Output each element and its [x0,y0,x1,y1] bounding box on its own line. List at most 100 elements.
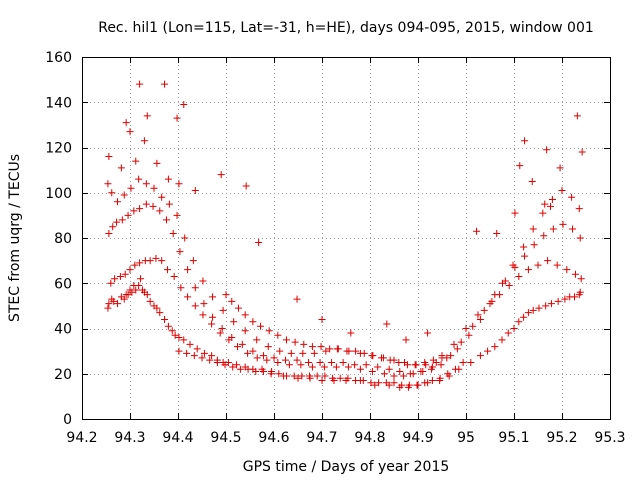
data-point [573,112,581,120]
data-point [190,352,198,360]
data-point [467,358,475,366]
data-point [535,304,543,312]
x-tick-label: 95 [457,430,475,446]
y-tick-label: 140 [45,95,72,111]
data-point [158,257,166,265]
data-point [186,340,194,348]
y-tick-label: 60 [54,276,72,292]
data-point [136,259,144,267]
data-point [493,229,501,237]
data-point [216,329,224,337]
data-point [191,186,199,194]
data-point [244,349,252,357]
data-point [209,313,217,321]
data-point [183,349,191,357]
data-point [156,207,164,215]
data-point [306,372,314,380]
data-point [177,284,185,292]
data-point [164,322,172,330]
data-point [520,243,528,251]
data-point [165,200,173,208]
data-point [241,327,249,335]
data-point [429,356,437,364]
data-point [270,354,278,362]
data-point [412,361,420,369]
data-point [176,248,184,256]
data-point [343,347,351,355]
data-point [577,275,585,283]
data-point [529,225,537,233]
data-point [451,365,459,373]
data-point [511,209,519,217]
data-point [263,356,271,364]
data-point [390,372,398,380]
data-point [371,381,379,389]
data-point [344,374,352,382]
data-point [329,374,337,382]
data-point [509,261,517,269]
x-tick-label: 95.3 [594,430,625,446]
y-tick-label: 20 [54,367,72,383]
data-point [515,272,523,280]
data-point [549,225,557,233]
data-point [541,200,549,208]
data-point [417,367,425,375]
data-point [181,234,189,242]
data-point [444,370,452,378]
data-point [118,216,126,224]
data-point [395,358,403,366]
data-point [222,291,230,299]
data-point [360,349,368,357]
data-point [450,340,458,348]
data-point [163,266,171,274]
data-point [158,193,166,201]
data-point [274,358,282,366]
data-point [424,329,432,337]
data-point [382,379,390,387]
data-point [120,191,128,199]
data-point [152,254,160,262]
data-point [578,148,586,156]
data-point [524,266,532,274]
data-point [218,325,226,332]
x-tick-label: 94.6 [258,430,289,446]
data-point [318,315,326,323]
data-point [242,182,250,190]
data-point [168,327,176,335]
data-point [326,345,334,353]
data-point [457,338,465,346]
data-point [334,345,342,353]
data-point [547,300,555,308]
grid-lines [82,57,610,419]
data-point [369,352,377,360]
data-point [293,295,301,303]
data-point [318,377,326,385]
data-point [294,374,302,382]
data-point [521,137,529,145]
data-point [421,358,429,366]
data-point [540,232,548,240]
data-point [474,311,482,319]
data-point [180,336,188,344]
data-point [213,358,221,366]
data-point [208,352,216,360]
data-point [156,309,164,317]
data-point [308,363,316,371]
data-point [150,184,158,192]
data-point [299,349,307,357]
data-point [252,367,260,375]
x-tick-label: 94.3 [114,430,145,446]
data-point [228,297,236,305]
data-point [559,220,567,228]
x-tick-label: 94.9 [402,430,433,446]
data-point [576,234,584,242]
data-point [132,157,140,165]
data-point [191,302,199,310]
y-tick-label: 40 [54,322,72,338]
data-point [521,252,529,260]
y-tick-label: 0 [63,412,72,428]
data-point [275,370,283,378]
data-point [528,177,536,185]
data-point [105,300,113,308]
